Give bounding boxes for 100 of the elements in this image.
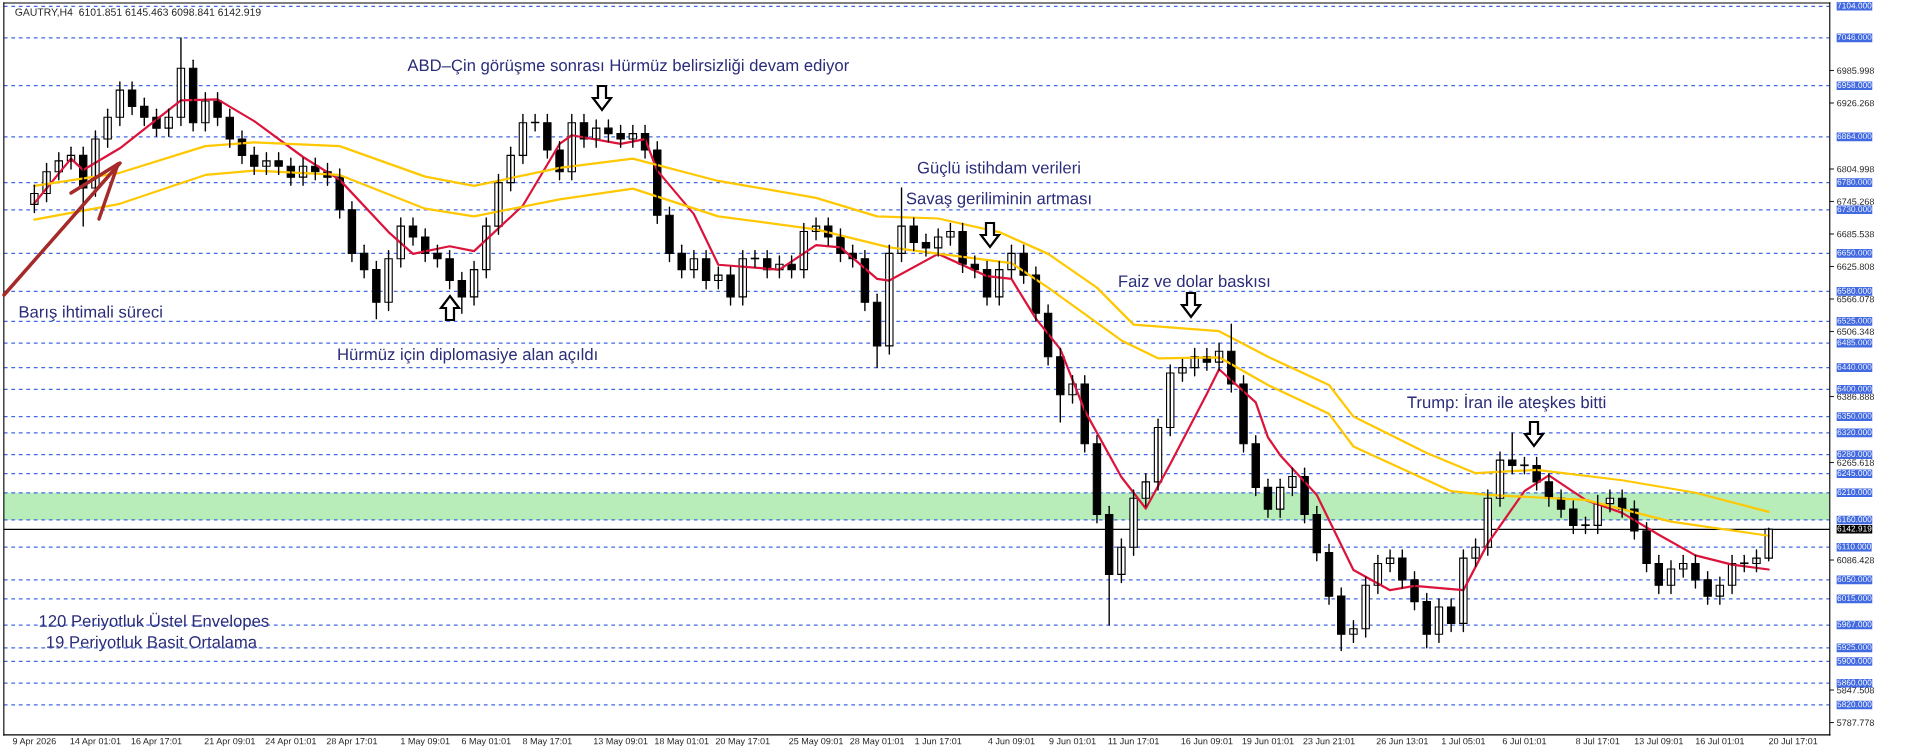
x-tick-label: 11 Jun 17:01 bbox=[1108, 737, 1159, 745]
x-tick-label: 18 May 01:01 bbox=[655, 737, 709, 747]
candlestick bbox=[1654, 554, 1664, 595]
candlestick bbox=[885, 244, 894, 355]
candlestick bbox=[164, 108, 173, 138]
ref-line-label: 5820.000 bbox=[1837, 701, 1872, 708]
x-tick-label: 8 May 17:01 bbox=[522, 737, 572, 747]
candlestick bbox=[1288, 467, 1297, 497]
candlestick bbox=[1678, 554, 1688, 578]
candlestick bbox=[1508, 432, 1517, 475]
y-tick-label: 6804.998 bbox=[1837, 165, 1874, 173]
x-tick-label: 20 May 17:01 bbox=[715, 737, 770, 747]
candlestick bbox=[1166, 364, 1175, 437]
x-tick-label: 20 Jul 17:01 bbox=[1769, 737, 1818, 745]
candlestick bbox=[201, 92, 210, 132]
ref-line-label: 6245.000 bbox=[1837, 470, 1872, 476]
ref-line-label: 7104.000 bbox=[1837, 2, 1872, 9]
ref-line-label: 6730.000 bbox=[1837, 206, 1872, 213]
candlestick bbox=[1691, 554, 1700, 589]
ref-line-label: 6160.000 bbox=[1837, 516, 1872, 523]
candlestick bbox=[738, 249, 747, 306]
ref-line-label: 6050.000 bbox=[1837, 576, 1872, 583]
annotation: 19 Periyotluk Basit Ortalama bbox=[47, 635, 258, 652]
x-tick-label: 4 Jun 09:01 bbox=[988, 737, 1035, 745]
candlestick bbox=[103, 108, 112, 148]
x-tick-label: 1 Jun 17:01 bbox=[915, 737, 962, 745]
candlestick bbox=[140, 97, 149, 127]
ref-line-label: 5860.000 bbox=[1837, 679, 1872, 686]
candlestick bbox=[225, 108, 235, 148]
x-tick-label: 16 Jul 01:01 bbox=[1695, 737, 1745, 745]
ref-line-label: 6400.000 bbox=[1837, 385, 1872, 392]
candlestick bbox=[909, 217, 918, 252]
ref-line-label: 6525.000 bbox=[1837, 317, 1872, 324]
x-tick-label: 14 Apr 01:01 bbox=[70, 737, 121, 747]
annotation: ABD–Çin görüşme sonrası Hürmüz belirsizliği devam ediyor bbox=[407, 58, 849, 75]
candlestick bbox=[1056, 347, 1065, 423]
candlestick bbox=[1703, 570, 1712, 606]
y-tick-label: 6265.618 bbox=[1837, 459, 1874, 466]
x-tick-label: 6 Jul 01:01 bbox=[1502, 737, 1547, 745]
ref-line-label: 6210.000 bbox=[1837, 489, 1872, 496]
ref-line-label: 6280.000 bbox=[1837, 451, 1872, 457]
ref-line-label: 6015.000 bbox=[1837, 595, 1872, 602]
ref-line-label: 6864.000 bbox=[1837, 133, 1872, 140]
y-tick-label: 6685.538 bbox=[1837, 230, 1874, 238]
y-tick-label: 6566.078 bbox=[1837, 295, 1874, 303]
ref-line-label: 6780.000 bbox=[1837, 178, 1872, 185]
annotation: Savaş geriliminin artması bbox=[906, 192, 1091, 208]
candlestick bbox=[1251, 434, 1260, 497]
y-tick-label: 6086.428 bbox=[1837, 556, 1874, 564]
annotation: Barış ihtimali süreci bbox=[19, 305, 162, 322]
ref-line-label: 6350.000 bbox=[1837, 412, 1872, 419]
candlestick bbox=[677, 244, 686, 279]
x-tick-label: 26 Jun 13:01 bbox=[1376, 737, 1428, 745]
candlestick bbox=[262, 151, 271, 176]
y-tick-label: 6386.888 bbox=[1837, 393, 1874, 400]
y-tick-label: 5847.508 bbox=[1837, 687, 1874, 694]
y-tick-label: 6926.268 bbox=[1837, 99, 1874, 107]
ref-line-label: 6142.919 bbox=[1837, 525, 1872, 532]
x-tick-label: 21 Apr 09:01 bbox=[204, 737, 255, 747]
candlestick bbox=[274, 151, 283, 176]
x-tick-label: 28 May 01:01 bbox=[850, 737, 905, 747]
annotation: Güçlü istihdam verileri bbox=[917, 161, 1080, 177]
x-tick-label: 1 Jul 05:01 bbox=[1441, 737, 1486, 745]
y-tick-label: 6506.348 bbox=[1837, 328, 1874, 335]
candlestick bbox=[1752, 549, 1761, 573]
x-tick-label: 9 Jun 01:01 bbox=[1049, 737, 1096, 745]
x-tick-label: 19 Jun 01:01 bbox=[1242, 737, 1294, 745]
candlestick bbox=[1361, 576, 1370, 638]
candlestick bbox=[249, 146, 259, 176]
x-tick-label: 9 Apr 2026 bbox=[12, 737, 56, 747]
candlestick bbox=[995, 260, 1004, 306]
y-tick-label: 6985.998 bbox=[1837, 67, 1874, 74]
annotation: Hürmüz için diplomasiye alan açıldı bbox=[338, 347, 597, 364]
x-tick-label: 16 Apr 17:01 bbox=[131, 737, 182, 747]
annotation: Faiz ve dolar baskısı bbox=[1119, 274, 1270, 288]
candlestick bbox=[714, 266, 723, 290]
y-tick-label: 6745.268 bbox=[1837, 198, 1874, 205]
candlestick bbox=[946, 222, 955, 246]
candlestick bbox=[1117, 538, 1126, 584]
x-tick-label: 8 Jul 17:01 bbox=[1576, 737, 1620, 745]
candlestick bbox=[445, 249, 454, 290]
x-tick-label: 13 May 09:01 bbox=[593, 737, 648, 747]
candlestick bbox=[1337, 587, 1346, 652]
candlestick bbox=[213, 92, 222, 127]
ref-line-label: 7046.000 bbox=[1837, 34, 1872, 41]
candlestick bbox=[1239, 375, 1248, 453]
x-tick-label: 28 Apr 17:01 bbox=[326, 737, 378, 747]
x-tick-label: 1 May 09:01 bbox=[401, 737, 450, 747]
candlestick bbox=[384, 249, 393, 312]
candlestick bbox=[665, 206, 674, 263]
candlestick bbox=[1178, 358, 1187, 382]
ref-line-label: 6110.000 bbox=[1837, 543, 1871, 550]
ref-line-label: 5900.000 bbox=[1837, 657, 1872, 664]
candlestick bbox=[1459, 549, 1468, 633]
y-tick-label: 6625.808 bbox=[1837, 263, 1874, 270]
candlestick bbox=[726, 266, 735, 306]
annotation: 120 Periyotluk Üstel Envelopes bbox=[39, 612, 269, 631]
y-tick-label: 5787.778 bbox=[1837, 719, 1874, 726]
x-tick-label: 23 Jun 21:01 bbox=[1303, 737, 1355, 745]
ref-line-label: 6440.000 bbox=[1837, 363, 1872, 370]
